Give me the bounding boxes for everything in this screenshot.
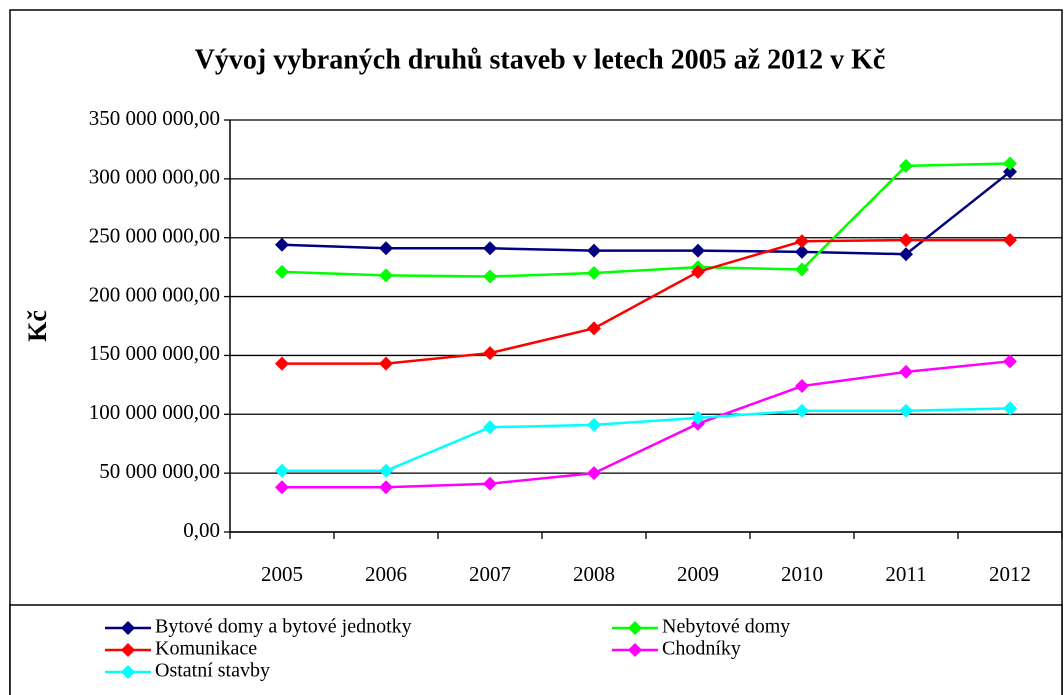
marker: [483, 476, 497, 491]
marker: [1003, 233, 1017, 248]
chart-border: [9, 9, 1063, 695]
marker: [795, 234, 809, 249]
marker: [1003, 156, 1017, 171]
marker: [483, 420, 497, 435]
marker: [899, 364, 913, 379]
marker: [483, 346, 497, 361]
marker: [691, 243, 705, 258]
marker: [691, 264, 705, 279]
legend-marker: [628, 621, 642, 635]
marker: [1003, 164, 1017, 179]
x-tick-label: 2008: [573, 562, 615, 586]
y-tick-label: 300 000 000,00: [89, 165, 220, 189]
marker: [1003, 354, 1017, 369]
marker: [899, 247, 913, 262]
y-tick-label: 200 000 000,00: [89, 282, 220, 306]
x-tick-label: 2009: [677, 562, 719, 586]
legend-box: [9, 604, 1063, 695]
x-tick-label: 2012: [989, 562, 1031, 586]
y-tick-label: 150 000 000,00: [89, 341, 220, 365]
series-line: [282, 407, 1011, 473]
x-tick-label: 2010: [781, 562, 823, 586]
marker: [483, 241, 497, 256]
marker: [899, 158, 913, 173]
marker: [691, 410, 705, 425]
marker: [275, 463, 289, 478]
marker: [587, 243, 601, 258]
y-tick-label: 100 000 000,00: [89, 400, 220, 424]
legend-marker: [121, 621, 135, 635]
marker: [379, 480, 393, 495]
x-tick-label: 2006: [365, 562, 407, 586]
marker: [275, 356, 289, 371]
legend-marker: [121, 665, 135, 679]
legend-label: Nebytové domy: [662, 616, 790, 638]
x-tick-label: 2011: [885, 562, 926, 586]
marker: [587, 266, 601, 281]
series-line: [281, 170, 1011, 256]
chart-title: Vývoj vybraných druhů staveb v letech 20…: [195, 44, 886, 75]
series-line: [282, 238, 1010, 365]
marker: [275, 264, 289, 279]
marker: [795, 262, 809, 277]
legend-label: Chodníky: [662, 638, 741, 660]
marker: [899, 403, 913, 418]
y-tick-label: 0,00: [183, 518, 220, 542]
y-tick-label: 350 000 000,00: [89, 106, 220, 130]
y-axis-label: Kč: [23, 310, 52, 342]
legend-marker: [121, 643, 135, 657]
marker: [483, 269, 497, 284]
y-tick-label: 50 000 000,00: [99, 459, 220, 483]
legend-label: Ostatní stavby: [155, 660, 270, 682]
y-tick-label: 250 000 000,00: [89, 224, 220, 248]
legend-label: Komunikace: [155, 638, 257, 660]
marker: [795, 379, 809, 394]
marker: [275, 237, 289, 252]
legend-marker: [628, 643, 642, 657]
marker: [795, 244, 809, 259]
marker: [379, 356, 393, 371]
marker: [1003, 401, 1017, 416]
legend-label: Bytové domy a bytové jednotky: [155, 616, 412, 638]
series-line: [281, 162, 1011, 278]
series-line: [282, 360, 1011, 489]
marker: [275, 480, 289, 495]
marker: [379, 463, 393, 478]
x-tick-label: 2005: [261, 562, 303, 586]
marker: [587, 466, 601, 481]
marker: [587, 321, 601, 336]
marker: [379, 241, 393, 256]
x-tick-label: 2007: [469, 562, 511, 586]
marker: [795, 403, 809, 418]
marker: [587, 417, 601, 432]
marker: [379, 268, 393, 283]
marker: [899, 233, 913, 248]
